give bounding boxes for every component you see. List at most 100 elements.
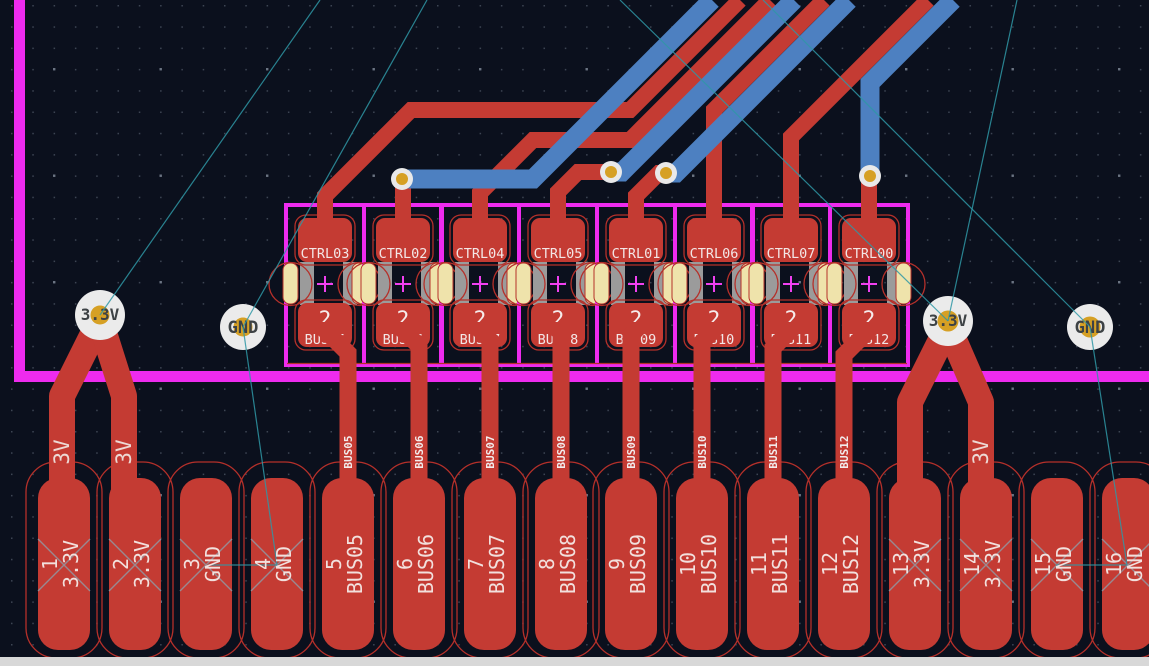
pad-net-label: CTRL02 xyxy=(379,246,428,262)
pad-copper[interactable] xyxy=(818,478,870,650)
pad-copper[interactable] xyxy=(535,478,587,650)
pad-copper[interactable] xyxy=(464,478,516,650)
pad-outline xyxy=(683,299,745,351)
trace-back-1[interactable] xyxy=(402,0,719,189)
pad-number: 6 xyxy=(393,558,417,570)
trace-ctrl07[interactable] xyxy=(783,0,934,246)
airwire xyxy=(242,0,428,328)
pad-net-label: GND xyxy=(201,546,225,582)
trace-bus11[interactable] xyxy=(764,322,800,495)
pad-net-label: BUS06 xyxy=(414,534,438,594)
board-edge[interactable] xyxy=(14,0,1149,382)
body-bar-left xyxy=(611,262,625,305)
courtyard-circle xyxy=(734,261,779,307)
courtyard-circle xyxy=(268,261,313,307)
board-edge-bottom[interactable] xyxy=(14,371,1149,382)
pad-copper[interactable] xyxy=(676,478,728,650)
pad-net-label: BUS11 xyxy=(768,534,792,594)
trace-ctrl05[interactable] xyxy=(550,164,611,246)
via[interactable] xyxy=(600,161,622,183)
pad-copper[interactable] xyxy=(1102,478,1149,650)
courtyard-circle xyxy=(881,261,926,307)
trace-3v3-fork-left-b[interactable] xyxy=(87,316,137,495)
courtyard-circle xyxy=(346,261,391,307)
courtyard-circle xyxy=(423,261,468,307)
pad-copper[interactable] xyxy=(889,478,941,650)
side-pad-right xyxy=(895,262,912,305)
pad-x-marker xyxy=(959,538,1013,592)
pad-outline xyxy=(760,299,822,351)
vias xyxy=(391,161,881,190)
trace-bus09[interactable] xyxy=(622,322,645,495)
anchor-crosshair xyxy=(628,276,644,292)
side-pad-left xyxy=(748,262,765,305)
trace-bus07[interactable] xyxy=(471,322,499,495)
trace-bus08[interactable] xyxy=(549,322,570,495)
pad-net-label: 3.3V xyxy=(981,540,1005,588)
pad-copper[interactable] xyxy=(605,478,657,650)
via-hole xyxy=(864,170,876,182)
pad-net-label: BUS08 xyxy=(556,534,580,594)
pad-number: 5 xyxy=(322,558,346,570)
pad-outline xyxy=(372,299,434,351)
pad-net-label: 3.3V xyxy=(910,540,934,588)
pad-number: 10 xyxy=(676,552,700,576)
courtyard-circle xyxy=(812,261,857,307)
pad-net-label: CTRL01 xyxy=(612,246,661,262)
side-pad-left xyxy=(515,262,532,305)
pad-net-label: BUS09 xyxy=(626,534,650,594)
anchor-crosshair xyxy=(550,276,566,292)
trace-net-label-3v: 3V xyxy=(50,439,74,465)
pad-number: 2 xyxy=(109,558,133,570)
via[interactable] xyxy=(655,162,677,184)
side-pad-left xyxy=(593,262,610,305)
pad-x-marker xyxy=(108,538,162,592)
pad-net-label: BUS12 xyxy=(839,534,863,594)
pad-copper[interactable] xyxy=(1031,478,1083,650)
airwire xyxy=(99,0,321,316)
pad-copper[interactable] xyxy=(322,478,374,650)
pad-number: 16 xyxy=(1102,552,1126,576)
trace-ctrl06[interactable] xyxy=(706,0,830,246)
trace-3v3-fork-right-a[interactable] xyxy=(897,320,960,495)
pad-net-label: CTRL03 xyxy=(301,246,350,262)
trace-net-label: BUS10 xyxy=(696,435,709,468)
side-pad-left xyxy=(282,262,299,305)
trace-back-4[interactable] xyxy=(860,0,960,176)
pad-x-marker xyxy=(179,538,233,592)
connector-row xyxy=(25,461,1149,659)
pad-copper[interactable] xyxy=(393,478,445,650)
board-edge-left[interactable] xyxy=(14,0,25,382)
trace-net-label: BUS09 xyxy=(625,435,638,468)
side-pad-left xyxy=(360,262,377,305)
side-pad-left xyxy=(437,262,454,305)
trace-3v3-fork-right-b[interactable] xyxy=(936,320,994,495)
trace-bus05[interactable] xyxy=(316,322,357,495)
trace-net-label-3v: 3V xyxy=(969,439,993,465)
pad-number: 14 xyxy=(960,552,984,576)
airwire xyxy=(947,0,1018,322)
pad-copper[interactable] xyxy=(38,478,90,650)
pad-x-marker xyxy=(1101,538,1149,592)
trace-3v3-fork-left-a[interactable] xyxy=(49,314,112,495)
trace-ctrl04[interactable] xyxy=(472,0,776,246)
via-hole xyxy=(396,173,408,185)
pad-x-marker xyxy=(888,538,942,592)
via[interactable] xyxy=(859,165,881,187)
trace-bus06[interactable] xyxy=(394,322,428,495)
pad-net-label: 3.3V xyxy=(59,540,83,588)
courtyard-circle xyxy=(657,261,702,307)
pad-copper[interactable] xyxy=(960,478,1012,650)
trace-ctrl03[interactable] xyxy=(317,0,746,246)
via-hole xyxy=(605,166,617,178)
body-bar-left xyxy=(455,262,469,305)
trace-bus12[interactable] xyxy=(835,322,878,495)
pad-copper[interactable] xyxy=(747,478,799,650)
anchor-crosshair xyxy=(706,276,722,292)
trace-bus10[interactable] xyxy=(693,322,723,495)
pad-copper[interactable] xyxy=(109,478,161,650)
pad-copper[interactable] xyxy=(180,478,232,650)
via[interactable] xyxy=(391,168,413,190)
trace-net-label-3v: 3V xyxy=(112,439,136,465)
